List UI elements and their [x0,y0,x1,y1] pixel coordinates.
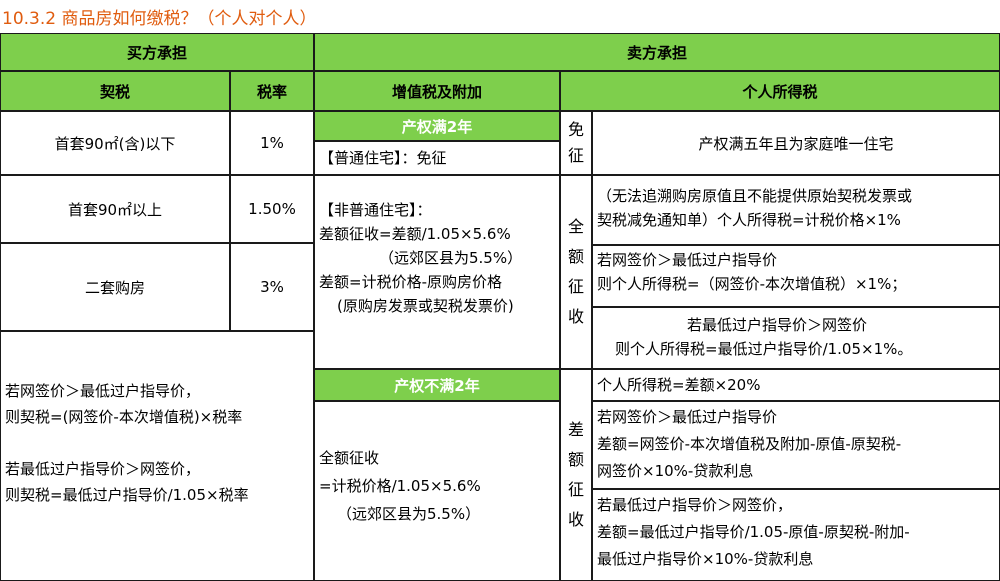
over-2-years-label: 产权满2年 [314,111,560,141]
income-tax-header: 个人所得税 [560,71,1000,111]
vat-line: （远郊区县为5.5%） [379,249,523,267]
deed-row-rate: 1% [230,111,314,175]
rate-header: 税率 [230,71,314,111]
income-line: 若最低过户指导价＞网签价 [687,316,868,334]
vat-line: (原购房发票或契税发票价) [337,297,514,315]
income-line: 若网签价＞最低过户指导价 [597,251,778,269]
full-levy-case-a: （无法追溯购房原值且不能提供原始契税发票或 契税减免通知单）个人所得税=计税价格… [592,175,1000,245]
char: 征 [567,146,584,165]
seller-header: 卖方承担 [314,33,1000,71]
deed-row-rate: 3% [230,243,314,331]
income-line: 差额=网签价-本次增值税及附加-原值-原契税- [597,435,902,453]
diff-levy-vertical-label: 差 额 征 收 [560,369,592,581]
income-line: 则个人所得税=最低过户指导价/1.05×1%。 [615,340,913,358]
vat-line: 差额=计税价格-原购房价格 [319,273,502,291]
non-ordinary-housing-text: 【非普通住宅】： 差额征收=差额/1.05×5.6% （远郊区县为5.5%） 差… [314,175,560,369]
page-title: 10.3.2 商品房如何缴税？（个人对个人） [2,9,317,29]
deed-tax-formula-note: 若网签价＞最低过户指导价， 则契税=(网签价-本次增值税)×税率 若最低过户指导… [0,331,314,581]
vat-line: （远郊区县为5.5%） [337,505,481,523]
char: 收 [567,307,584,326]
note-line: 若网签价＞最低过户指导价， [5,382,201,400]
full-levy-case-b: 若网签价＞最低过户指导价 则个人所得税=（网签价-本次增值税）×1%； [592,245,1000,307]
diff-levy-case-b: 若网签价＞最低过户指导价 差额=网签价-本次增值税及附加-原值-原契税- 网签价… [592,401,1000,489]
char: 额 [567,247,584,266]
ordinary-housing-text: 【普通住宅】：免征 [314,141,560,175]
buyer-header: 买方承担 [0,33,314,71]
diff-levy-rate-text: 个人所得税=差额×20% [592,369,1000,401]
char: 征 [567,480,584,499]
note-line: 则契税=(网签价-本次增值税)×税率 [5,408,243,426]
income-line: （无法追溯购房原值且不能提供原始契税发票或 [597,187,913,205]
deed-tax-header: 契税 [0,71,230,111]
char: 差 [567,420,584,439]
diff-levy-case-c: 若最低过户指导价＞网签价， 差额=最低过户指导价/1.05-原值-原契税-附加-… [592,489,1000,581]
char: 征 [567,277,584,296]
income-line: 网签价×10%-贷款利息 [597,462,754,480]
income-line: 则个人所得税=（网签价-本次增值税）×1%； [597,275,907,293]
vat-line: 全额征收 [319,449,380,467]
income-line: 差额=最低过户指导价/1.05-原值-原契税-附加- [597,523,910,541]
char: 额 [567,450,584,469]
full-levy-text: 全额征收 =计税价格/1.05×5.6% （远郊区县为5.5%） [314,401,560,581]
deed-row-label: 首套90㎡以上 [0,175,230,243]
note-line: 若最低过户指导价＞网签价， [5,460,201,478]
income-line: 最低过户指导价×10%-贷款利息 [597,550,814,568]
vat-line: 差额征收=差额/1.05×5.6% [319,225,511,243]
char: 全 [567,217,584,236]
income-line: 若网签价＞最低过户指导价 [597,408,778,426]
exempt-vertical-label: 免 征 [560,111,592,175]
deed-row-label: 首套90㎡(含)以下 [0,111,230,175]
income-line: 若最低过户指导价＞网签价， [597,496,793,514]
full-levy-vertical-label: 全 额 征 收 [560,175,592,369]
vat-line: 【非普通住宅】： [319,201,432,219]
deed-row-label: 二套购房 [0,243,230,331]
char: 收 [567,510,584,529]
vat-line: =计税价格/1.05×5.6% [319,477,481,495]
note-line: 则契税=最低过户指导价/1.05×税率 [5,486,249,504]
deed-row-rate: 1.50% [230,175,314,243]
income-line: 契税减免通知单）个人所得税=计税价格×1% [597,211,901,229]
full-levy-case-c: 若最低过户指导价＞网签价 则个人所得税=最低过户指导价/1.05×1%。 [592,307,1000,369]
exempt-condition-text: 产权满五年且为家庭唯一住宅 [592,111,1000,175]
char: 免 [567,120,584,139]
vat-header: 增值税及附加 [314,71,560,111]
under-2-years-label: 产权不满2年 [314,369,560,401]
